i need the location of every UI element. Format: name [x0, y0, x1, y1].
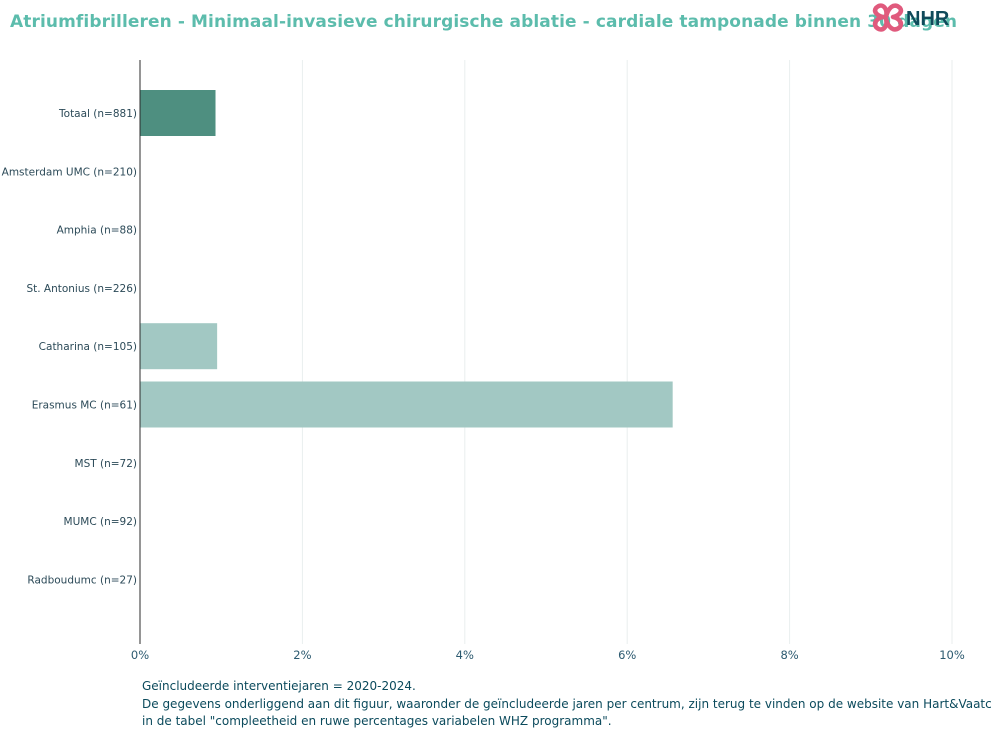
- x-tick-label: 4%: [456, 648, 474, 662]
- category-label: St. Antonius (n=226): [26, 283, 137, 295]
- category-label: Amsterdam UMC (n=210): [2, 166, 137, 178]
- x-tick-label: 8%: [780, 648, 798, 662]
- category-label: Radboudumc (n=27): [27, 574, 137, 586]
- bar-5: [140, 381, 673, 428]
- x-tick-label: 2%: [293, 648, 311, 662]
- category-label: MUMC (n=92): [64, 516, 137, 528]
- nhr-heart-cross-icon: [872, 3, 904, 32]
- bar-4: [140, 323, 218, 370]
- bar-chart: Totaal (n=881) Amsterdam UMC (n=210) Amphi…: [2, 60, 965, 662]
- chart-title: Atriumfibrilleren - Minimaal-invasieve c…: [10, 12, 958, 32]
- x-tick-label: 10%: [939, 648, 965, 662]
- category-label: Erasmus MC (n=61): [32, 400, 137, 412]
- nhr-logo: NHR: [872, 3, 950, 32]
- category-label: Catharina (n=105): [39, 341, 137, 353]
- footer-line-2: De gegevens onderliggend aan dit figuur,…: [142, 696, 992, 711]
- category-label: Amphia (n=88): [57, 225, 137, 237]
- x-tick-label: 6%: [618, 648, 636, 662]
- footer-line-1: Geïncludeerde interventiejaren = 2020-20…: [142, 679, 416, 693]
- x-tick-label: 0%: [131, 648, 149, 662]
- footer-notes: Geïncludeerde interventiejaren = 2020-20…: [142, 678, 992, 731]
- category-label: MST (n=72): [75, 458, 137, 470]
- footer-line-3: in de tabel "compleetheid en ruwe percen…: [142, 714, 612, 728]
- category-label: Totaal (n=881): [58, 108, 137, 120]
- logo-text: NHR: [906, 8, 950, 30]
- bar-0: [140, 90, 216, 136]
